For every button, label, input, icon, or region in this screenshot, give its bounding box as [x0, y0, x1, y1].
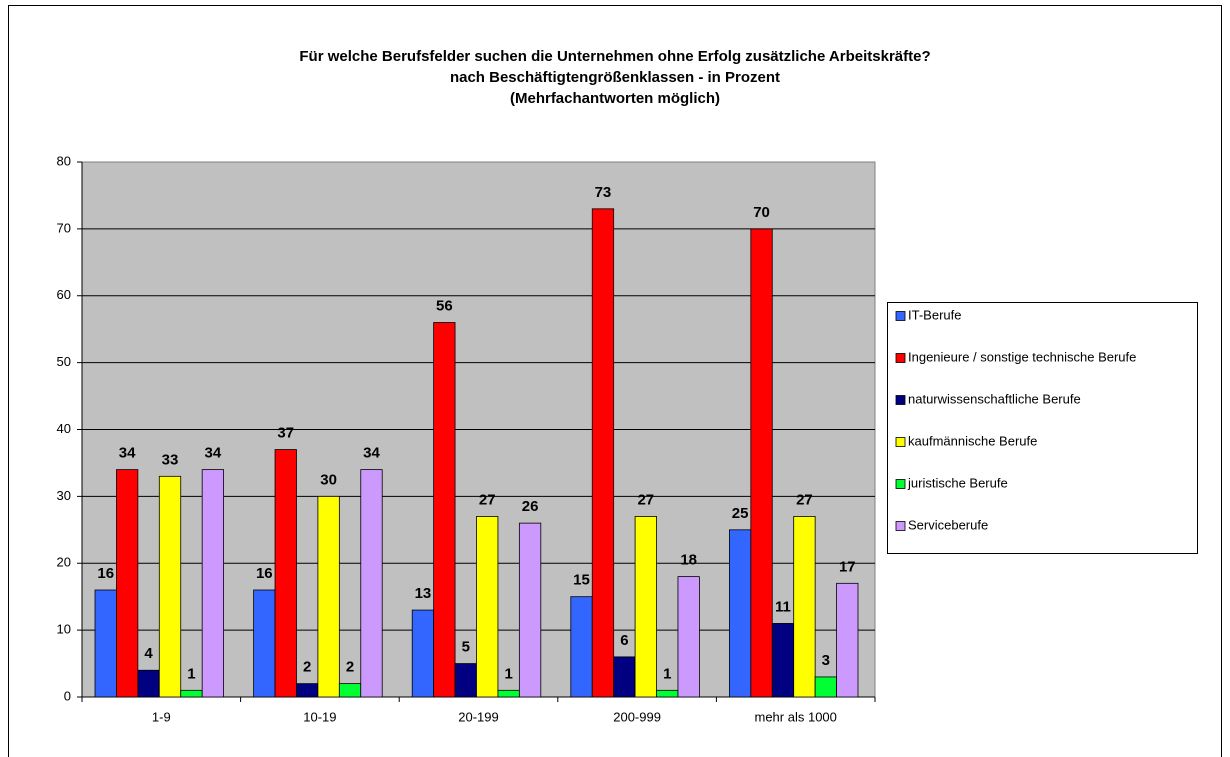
- value-label: 17: [839, 558, 856, 575]
- bar: [338, 683, 362, 698]
- value-label: 27: [637, 491, 654, 508]
- bar: [771, 623, 795, 698]
- value-label: 26: [522, 498, 539, 515]
- value-label: 1: [187, 665, 195, 682]
- chart-title: nach Beschäftigtengrößenklassen - in Pro…: [450, 69, 780, 86]
- bar: [634, 516, 657, 698]
- y-tick-label: 20: [57, 555, 71, 570]
- bar: [201, 469, 225, 698]
- bar: [433, 322, 456, 698]
- value-label: 11: [775, 598, 791, 615]
- bar: [158, 475, 182, 698]
- value-label: 18: [680, 552, 697, 569]
- bar: [613, 656, 636, 698]
- bar: [677, 576, 700, 698]
- bar: [253, 589, 276, 698]
- x-tick-label: 10-19: [303, 709, 336, 724]
- legend-swatch: [895, 479, 906, 489]
- value-label: 2: [346, 659, 354, 676]
- bar: [476, 516, 499, 698]
- bar: [570, 596, 593, 698]
- legend-label: naturwissenschaftliche Berufe: [908, 391, 1081, 406]
- y-tick-label: 80: [57, 153, 71, 168]
- x-tick-label: mehr als 1000: [755, 709, 837, 724]
- bar: [94, 589, 117, 698]
- value-label: 27: [796, 491, 813, 508]
- value-label: 16: [256, 565, 273, 582]
- value-label: 2: [303, 659, 311, 676]
- value-label: 15: [573, 572, 590, 589]
- value-label: 16: [97, 565, 114, 582]
- legend-swatch: [895, 395, 906, 405]
- value-label: 30: [320, 471, 337, 488]
- value-label: 5: [462, 639, 470, 656]
- x-tick-label: 200-999: [613, 709, 661, 724]
- legend-swatch: [895, 437, 906, 447]
- bar: [793, 516, 816, 698]
- value-label: 37: [277, 425, 294, 442]
- legend-swatch: [895, 521, 906, 531]
- bar: [317, 495, 340, 698]
- value-label: 34: [119, 445, 136, 462]
- bar: [360, 469, 383, 698]
- bar: [274, 449, 297, 698]
- value-label: 27: [479, 491, 496, 508]
- value-label: 33: [162, 451, 179, 468]
- value-label: 4: [144, 645, 153, 662]
- value-label: 56: [436, 297, 453, 314]
- value-label: 34: [205, 445, 222, 462]
- chart-title: Für welche Berufsfelder suchen die Unter…: [299, 48, 930, 65]
- value-label: 6: [620, 632, 628, 649]
- bar: [591, 208, 615, 698]
- value-label: 1: [504, 665, 512, 682]
- value-label: 3: [822, 652, 830, 669]
- y-tick-label: 0: [64, 688, 71, 703]
- chart-title: (Mehrfachantworten möglich): [510, 90, 720, 107]
- value-label: 70: [753, 204, 770, 221]
- legend: [887, 302, 1198, 554]
- legend-label: Ingenieure / sonstige technische Berufe: [908, 349, 1136, 364]
- legend-label: IT-Berufe: [908, 307, 961, 322]
- bar: [180, 689, 203, 698]
- y-tick-label: 40: [57, 421, 71, 436]
- bar: [836, 582, 859, 698]
- y-tick-label: 50: [57, 354, 71, 369]
- value-label: 34: [363, 445, 380, 462]
- bar: [454, 663, 477, 698]
- value-label: 73: [595, 184, 612, 201]
- bar: [116, 469, 139, 698]
- x-tick-label: 1-9: [152, 709, 171, 724]
- bar: [137, 669, 160, 698]
- bar: [497, 689, 520, 698]
- y-tick-label: 30: [57, 488, 71, 503]
- legend-swatch: [895, 311, 906, 321]
- value-label: 25: [732, 505, 749, 522]
- bar: [656, 689, 679, 698]
- bar: [296, 683, 319, 698]
- value-label: 1: [663, 665, 671, 682]
- value-label: 13: [415, 585, 432, 602]
- x-tick-label: 20-199: [458, 709, 498, 724]
- bar: [814, 676, 837, 698]
- bar: [729, 529, 752, 698]
- y-tick-label: 10: [57, 622, 71, 637]
- legend-label: juristische Berufe: [907, 475, 1008, 490]
- legend-swatch: [895, 353, 906, 363]
- y-tick-label: 70: [57, 220, 71, 235]
- legend-label: Serviceberufe: [908, 517, 988, 532]
- bar: [411, 609, 435, 698]
- legend-label: kaufmännische Berufe: [908, 433, 1037, 448]
- bar: [750, 228, 773, 698]
- y-tick-label: 60: [57, 287, 71, 302]
- bar: [518, 522, 542, 698]
